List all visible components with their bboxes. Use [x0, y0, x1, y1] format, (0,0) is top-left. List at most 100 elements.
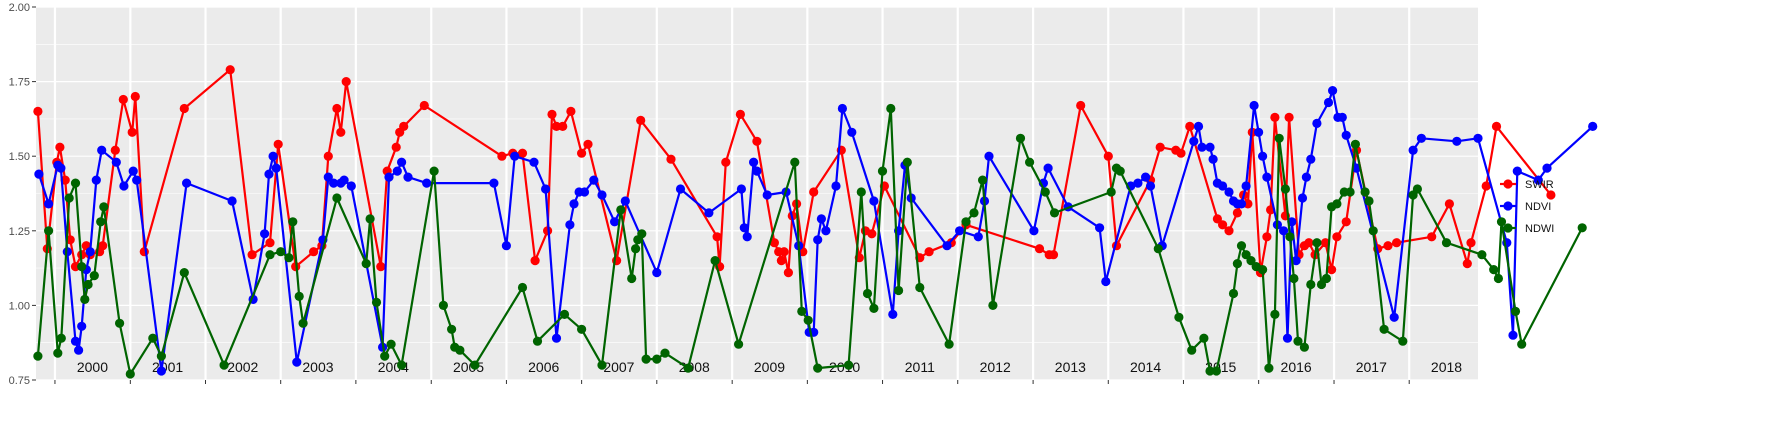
data-point	[1321, 273, 1331, 284]
data-point	[641, 354, 651, 364]
data-point	[1029, 226, 1039, 236]
data-point	[44, 199, 54, 209]
data-point	[1218, 220, 1228, 230]
data-point	[886, 103, 896, 114]
data-point	[179, 103, 189, 114]
data-point	[559, 309, 570, 319]
data-point	[902, 157, 912, 167]
data-point	[735, 109, 746, 119]
x-axis-ticks	[54, 380, 1410, 384]
data-point	[80, 294, 90, 304]
data-point	[616, 205, 626, 215]
data-point	[110, 145, 120, 155]
data-point	[1416, 133, 1426, 143]
data-point	[1299, 342, 1309, 352]
data-point	[111, 157, 121, 167]
data-point	[1095, 223, 1105, 233]
y-tick-label: 1.25	[9, 226, 30, 238]
data-point	[1491, 121, 1502, 131]
data-point	[130, 91, 140, 102]
data-point	[1285, 232, 1295, 242]
data-point	[1115, 166, 1125, 176]
data-point	[265, 238, 275, 248]
data-point	[666, 154, 676, 164]
data-point	[610, 217, 620, 227]
data-point	[620, 196, 630, 206]
data-point	[225, 65, 235, 75]
data-point	[961, 217, 971, 227]
legend-label: SWIR	[1525, 179, 1554, 191]
data-point	[98, 241, 108, 251]
data-point	[56, 163, 66, 173]
data-point	[1282, 333, 1293, 343]
data-point	[1452, 136, 1462, 146]
year-label: 2014	[1130, 359, 1161, 375]
data-point	[1337, 112, 1347, 122]
data-point	[397, 360, 407, 370]
data-point	[292, 357, 302, 367]
data-point	[118, 94, 128, 105]
data-point	[530, 256, 540, 266]
data-point	[627, 273, 637, 284]
data-point	[742, 232, 752, 242]
data-point	[455, 345, 465, 355]
data-point	[501, 241, 511, 251]
data-point	[1441, 238, 1452, 248]
data-point	[1328, 86, 1338, 96]
data-point	[1218, 181, 1228, 191]
data-point	[1542, 163, 1552, 173]
data-point	[1350, 139, 1360, 149]
data-point	[1489, 265, 1499, 275]
data-point	[541, 184, 551, 194]
data-point	[769, 238, 780, 248]
data-point	[1040, 187, 1050, 197]
data-point	[1049, 208, 1060, 218]
data-point	[1345, 187, 1355, 197]
data-point	[148, 333, 158, 343]
data-point	[346, 181, 356, 191]
data-point	[988, 300, 998, 310]
data-point	[247, 250, 257, 260]
data-point	[77, 262, 87, 272]
data-point	[1141, 172, 1151, 182]
data-point	[1174, 312, 1184, 322]
year-label: 2003	[302, 359, 333, 375]
data-point	[809, 187, 819, 197]
data-point	[332, 103, 342, 114]
data-point	[1332, 199, 1342, 209]
data-point	[376, 262, 386, 272]
data-point	[660, 348, 670, 358]
y-tick-label: 1.00	[9, 300, 30, 312]
data-point	[1249, 100, 1259, 111]
data-point	[53, 348, 63, 358]
data-point	[1145, 181, 1156, 191]
data-point	[294, 291, 304, 301]
data-point	[55, 142, 65, 152]
data-point	[1274, 133, 1284, 143]
legend-key-marker	[1503, 223, 1513, 233]
data-point	[309, 247, 319, 257]
data-point	[1236, 199, 1247, 209]
data-point	[1306, 154, 1316, 164]
data-point	[710, 256, 720, 266]
data-point	[1301, 172, 1311, 182]
data-point	[288, 217, 298, 227]
data-point	[403, 172, 413, 182]
data-point	[856, 187, 866, 197]
data-point	[56, 333, 66, 343]
year-label: 2012	[980, 359, 1011, 375]
data-point	[529, 157, 539, 167]
data-point	[339, 175, 349, 185]
data-point	[179, 268, 189, 278]
data-point	[70, 178, 81, 188]
data-point	[399, 121, 409, 131]
data-point	[1312, 238, 1322, 248]
data-point	[1193, 121, 1204, 131]
data-point	[739, 223, 749, 233]
data-point	[1176, 148, 1186, 158]
data-point	[551, 333, 562, 343]
y-tick-label: 1.50	[9, 151, 30, 163]
data-point	[762, 190, 772, 200]
data-point	[532, 336, 543, 346]
